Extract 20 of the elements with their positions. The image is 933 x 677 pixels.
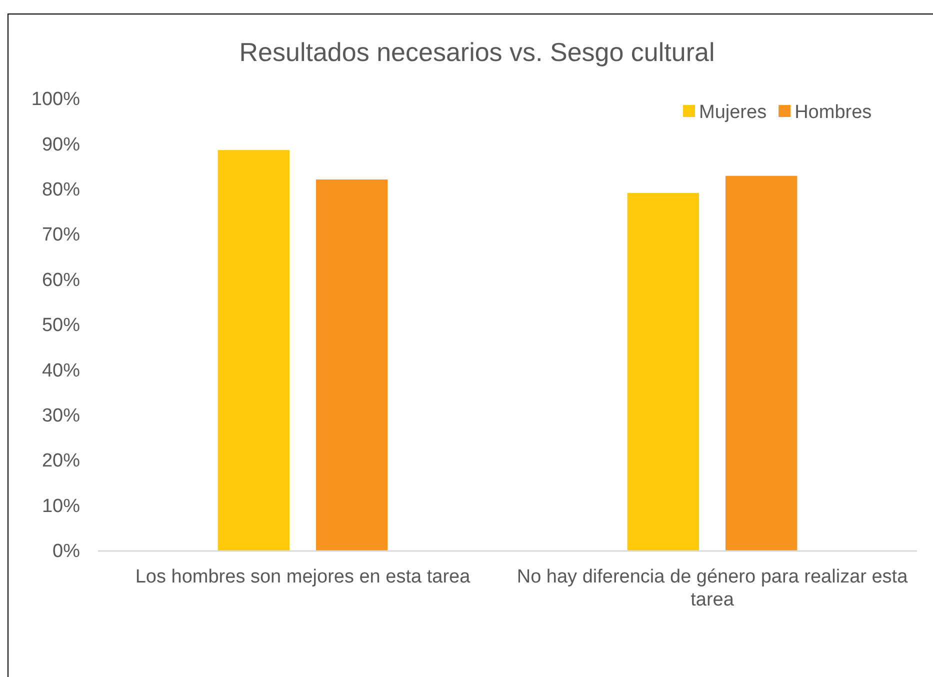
y-tick-label: 80%: [42, 179, 80, 200]
bar: [316, 179, 388, 551]
legend-label: Mujeres: [699, 102, 767, 123]
x-tick-label: Los hombres son mejores en esta tarea: [135, 566, 471, 588]
y-tick-label: 40%: [42, 360, 80, 382]
x-tick-label: No hay diferencia de género para realizar esta tarea: [516, 566, 908, 610]
y-tick-label: 0%: [52, 541, 80, 562]
legend-label: Hombres: [794, 102, 872, 123]
y-tick-label: 30%: [42, 405, 80, 426]
y-tick-label: 50%: [42, 315, 80, 336]
y-tick-label: 20%: [42, 450, 80, 472]
y-tick-label: 10%: [42, 496, 80, 517]
y-tick-label: 100%: [31, 89, 80, 110]
y-tick-label: 60%: [42, 270, 80, 291]
y-tick-label: 70%: [42, 224, 80, 246]
bar: [218, 150, 290, 551]
bar: [726, 176, 798, 551]
chart-title: Resultados necesarios vs. Sesgo cultural: [239, 37, 715, 67]
bar: [627, 193, 699, 551]
y-tick-label: 90%: [42, 134, 80, 156]
